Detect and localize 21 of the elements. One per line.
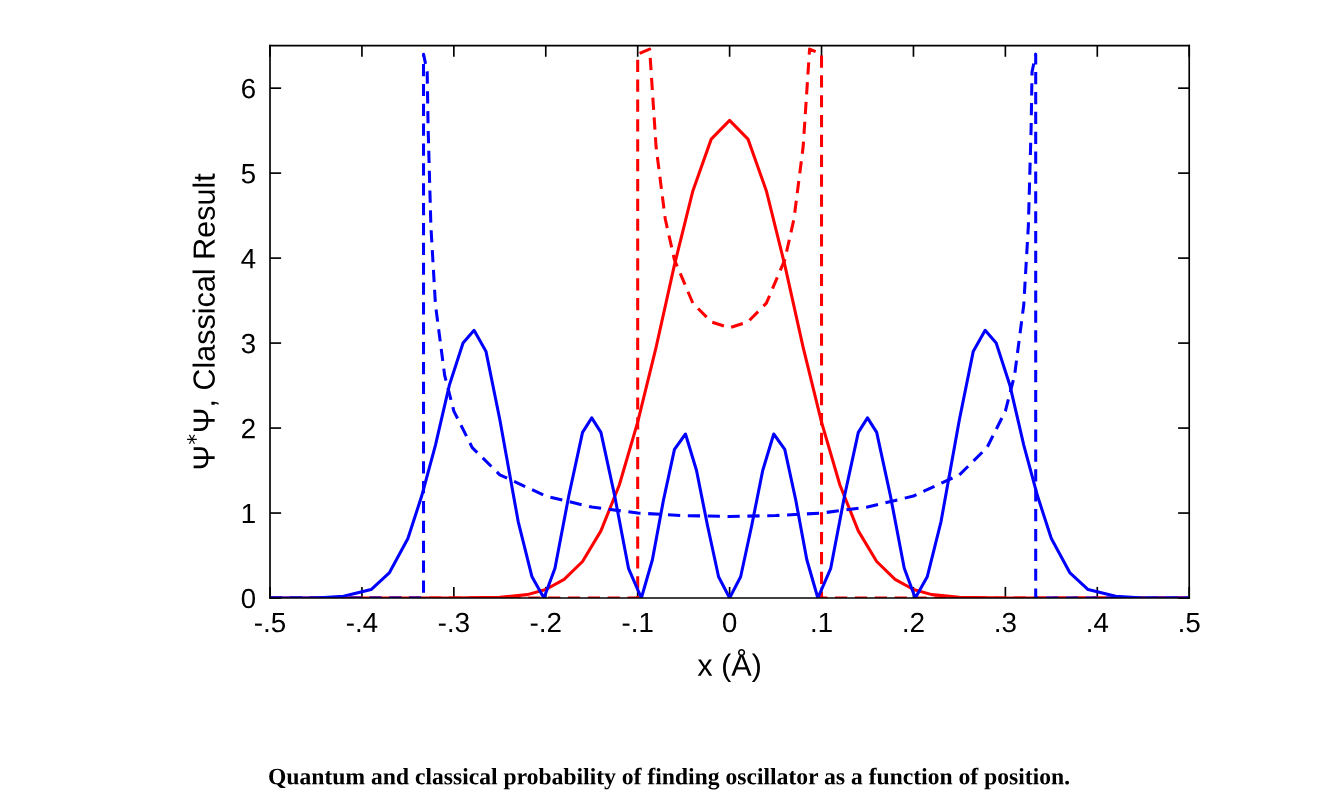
x-tick-label: .3 — [996, 612, 1016, 633]
y-tick-label: 3 — [241, 333, 255, 354]
x-tick-label: -.1 — [622, 612, 653, 633]
y-axis-title: Ψ$^{*}$Ψ, Classical Result — [187, 173, 219, 469]
x-tick-label: -.5 — [255, 612, 286, 633]
y-tick-label: 0 — [241, 588, 256, 609]
x-axis-title: x (Å) — [697, 648, 760, 682]
y-tick-label: 2 — [242, 418, 255, 439]
y-tick-label: 4 — [241, 249, 256, 269]
y-tick-label: 6 — [242, 78, 255, 99]
x-tick-label: -.4 — [346, 612, 378, 633]
x-tick-label: .5 — [1180, 612, 1200, 633]
y-tick-label: 5 — [241, 164, 255, 184]
y-tick-label: 1 — [242, 504, 255, 524]
x-tick-label: .4 — [1088, 612, 1109, 633]
x-tick-label: 0 — [722, 612, 737, 633]
x-tick-label: -.2 — [530, 612, 561, 633]
x-tick-label: -.3 — [438, 612, 469, 633]
text: Quantum and classical probability of finding oscillator as a function of position. — [269, 767, 1070, 790]
x-tick-label: .2 — [904, 612, 924, 633]
x-tick-label: .1 — [812, 612, 832, 633]
